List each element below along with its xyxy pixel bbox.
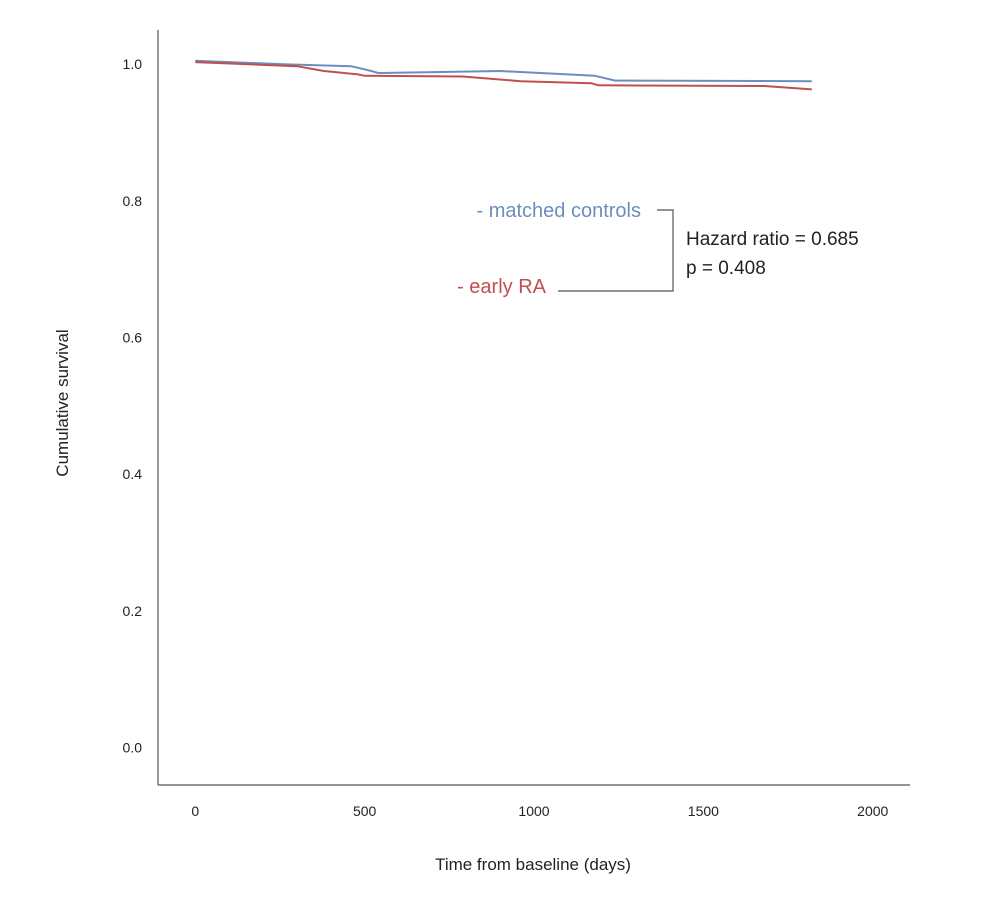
x-axis-title: Time from baseline (days) bbox=[435, 855, 631, 874]
x-tick-labels: 0 500 1000 1500 2000 bbox=[191, 803, 888, 819]
p-value-annotation: p = 0.408 bbox=[686, 258, 766, 279]
x-tick-label: 500 bbox=[353, 803, 377, 819]
series-lines bbox=[195, 59, 812, 91]
y-tick-label: 1.0 bbox=[123, 56, 143, 72]
x-tick-label: 2000 bbox=[857, 803, 888, 819]
annotation-bracket bbox=[558, 209, 674, 292]
series-line-matched-controls bbox=[195, 59, 812, 83]
series-line-early-ra bbox=[195, 61, 812, 91]
x-tick-label: 1000 bbox=[518, 803, 549, 819]
y-tick-labels: 0.0 0.2 0.4 0.6 0.8 1.0 bbox=[123, 56, 143, 755]
x-tick-label: 1500 bbox=[688, 803, 719, 819]
y-tick-label: 0.4 bbox=[123, 466, 143, 482]
y-axis-title: Cumulative survival bbox=[53, 329, 72, 476]
y-tick-label: 0.8 bbox=[123, 193, 143, 209]
x-tick-label: 0 bbox=[191, 803, 199, 819]
y-tick-label: 0.0 bbox=[123, 739, 143, 755]
legend-early-ra: - early RA bbox=[457, 276, 547, 298]
legend-matched-controls: - matched controls bbox=[476, 200, 641, 222]
y-tick-label: 0.6 bbox=[123, 329, 143, 345]
y-tick-label: 0.2 bbox=[123, 603, 143, 619]
hazard-ratio-annotation: Hazard ratio = 0.685 bbox=[686, 229, 859, 250]
